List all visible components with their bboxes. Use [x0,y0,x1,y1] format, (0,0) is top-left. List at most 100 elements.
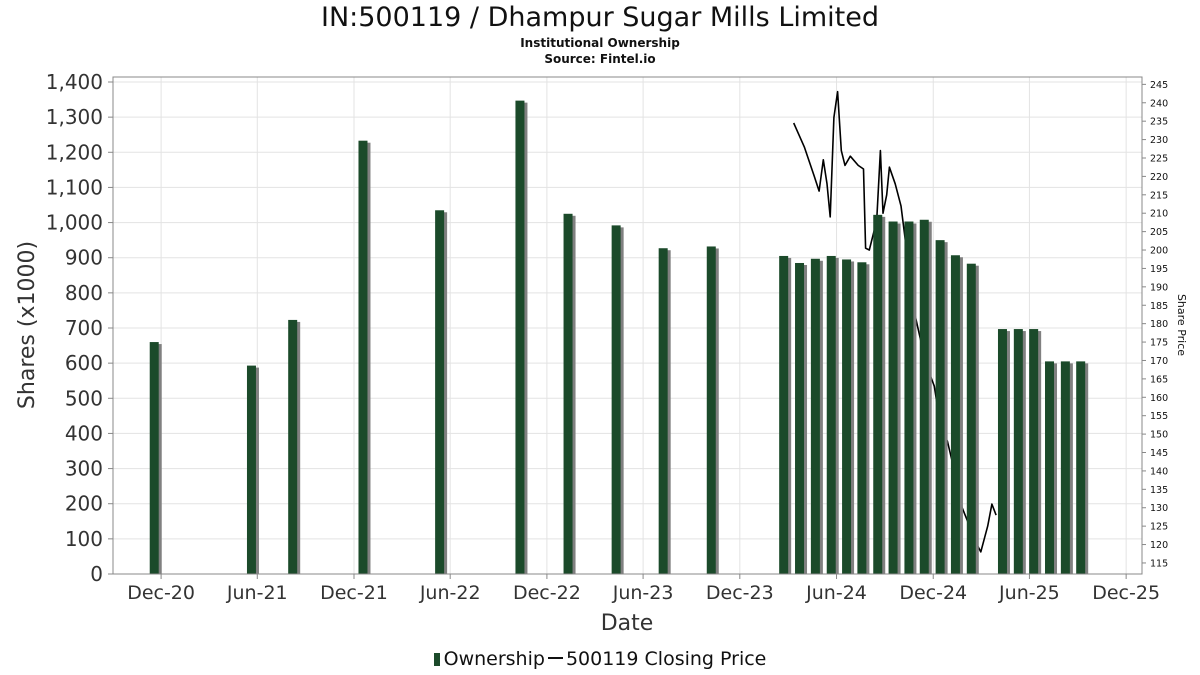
y2-tick-label: 155 [1150,411,1168,422]
ownership-bar [810,258,820,574]
ownership-bar [997,329,1007,574]
x-tick-label: Dec-21 [320,582,388,604]
y2-tick-label: 215 [1150,190,1168,201]
ownership-bar [1060,361,1070,574]
ownership-bar [795,262,805,574]
chart-title: IN:500119 / Dhampur Sugar Mills Limited [320,2,880,33]
ownership-bar [873,214,883,574]
ownership-bar [1013,329,1023,574]
y2-tick-label: 185 [1150,301,1168,312]
y2-tick-label: 160 [1150,393,1168,404]
plot-frame [112,76,1143,575]
x-tick-label: Jun-21 [226,582,288,604]
ownership-bar [435,210,445,574]
y2-tick-label: 175 [1150,338,1168,349]
ownership-bar [515,100,525,574]
y2-tick-label: 165 [1150,374,1168,385]
grid-lines [113,77,1142,575]
legend-ownership-swatch [433,653,440,666]
y2-tick-label: 240 [1150,98,1168,109]
y2-tick-label: 245 [1150,80,1168,91]
left-axis: 0 100 200 300 400 500 600 700 800 900 1,000 1,100 1,… [46,70,113,586]
ownership-bar [563,213,573,575]
right-axis: 115 120 125 130 135 140 145 150 155 160 165 170 175 1… [1142,80,1168,569]
ownership-bar [826,255,836,574]
ownership-bar [935,240,945,574]
ownership-bar [611,225,621,574]
ownership-bar [904,221,914,574]
ownership-bar [1045,361,1055,574]
y-tick-label: 400 [65,421,103,445]
y2-tick-label: 210 [1150,209,1168,220]
y2-tick-label: 220 [1150,172,1168,183]
y2-tick-label: 115 [1150,558,1168,569]
y-tick-label: 1,200 [46,140,103,164]
y2-tick-label: 235 [1150,117,1168,128]
x-axis: Dec-20 Jun-21 Dec-21 Jun-22 Dec-22 Jun-23 Dec-… [127,574,1160,604]
x-axis-label: Date [601,611,654,636]
chart-subtitle-ownership: Institutional Ownership [520,36,680,50]
ownership-bar [857,262,867,574]
ownership-bar [842,259,852,574]
y-tick-label: 200 [65,492,103,516]
ownership-bar [246,365,256,574]
y-tick-label: 1,100 [46,175,103,199]
ownership-bar [149,342,159,574]
x-tick-label: Dec-25 [1092,582,1160,604]
y2-tick-label: 145 [1150,448,1168,459]
ownership-bars [149,100,1089,575]
x-tick-label: Jun-22 [419,582,481,604]
y2-tick-label: 225 [1150,153,1168,164]
chart-subtitle-source: Source: Fintel.io [544,52,656,66]
y-tick-label: 500 [65,386,103,410]
ownership-bar [1076,361,1086,574]
y-axis-label: Shares (x1000) [15,241,40,409]
x-tick-label: Jun-24 [805,582,867,604]
y2-axis-label: Share Price [1175,294,1188,356]
y-tick-label: 100 [65,527,103,551]
ownership-bar [1029,329,1039,574]
x-tick-label: Jun-25 [998,582,1060,604]
y2-tick-label: 130 [1150,503,1168,514]
y2-tick-label: 195 [1150,264,1168,275]
ownership-bar [919,219,929,574]
y-tick-label: 1,300 [46,105,103,129]
ownership-bar [966,263,976,574]
y2-tick-label: 150 [1150,430,1168,441]
ownership-bar [358,140,368,574]
y2-tick-label: 120 [1150,540,1168,551]
x-tick-label: Dec-24 [899,582,967,604]
legend-price-swatch [547,657,563,659]
ownership-bar [706,246,716,574]
y2-tick-label: 205 [1150,227,1168,238]
y2-tick-label: 125 [1150,522,1168,533]
x-tick-label: Dec-22 [513,582,581,604]
y2-tick-label: 230 [1150,135,1168,146]
y-tick-label: 900 [65,246,103,270]
y2-tick-label: 140 [1150,466,1168,477]
y2-tick-label: 200 [1150,246,1168,257]
legend-ownership-label: Ownership [443,648,545,670]
y2-tick-label: 180 [1150,319,1168,330]
ownership-bar [658,248,668,574]
ownership-bar [288,319,298,574]
y2-tick-label: 135 [1150,485,1168,496]
y-tick-label: 0 [90,562,103,586]
y-tick-label: 1,400 [46,70,103,94]
y-tick-label: 800 [65,281,103,305]
ownership-bar [888,221,898,574]
y-tick-label: 1,000 [46,211,103,235]
legend-price-label: 500119 Closing Price [565,648,767,670]
x-tick-label: Dec-23 [706,582,774,604]
y2-tick-label: 190 [1150,282,1168,293]
y-tick-label: 700 [65,316,103,340]
y-tick-label: 600 [65,351,103,375]
y-tick-label: 300 [65,457,103,481]
x-tick-label: Dec-20 [127,582,195,604]
ownership-bar [950,255,960,575]
y2-tick-label: 170 [1150,356,1168,367]
x-tick-label: Jun-23 [612,582,674,604]
ownership-bar [779,255,789,574]
legend: Ownership 500119 Closing Price [0,647,1200,671]
